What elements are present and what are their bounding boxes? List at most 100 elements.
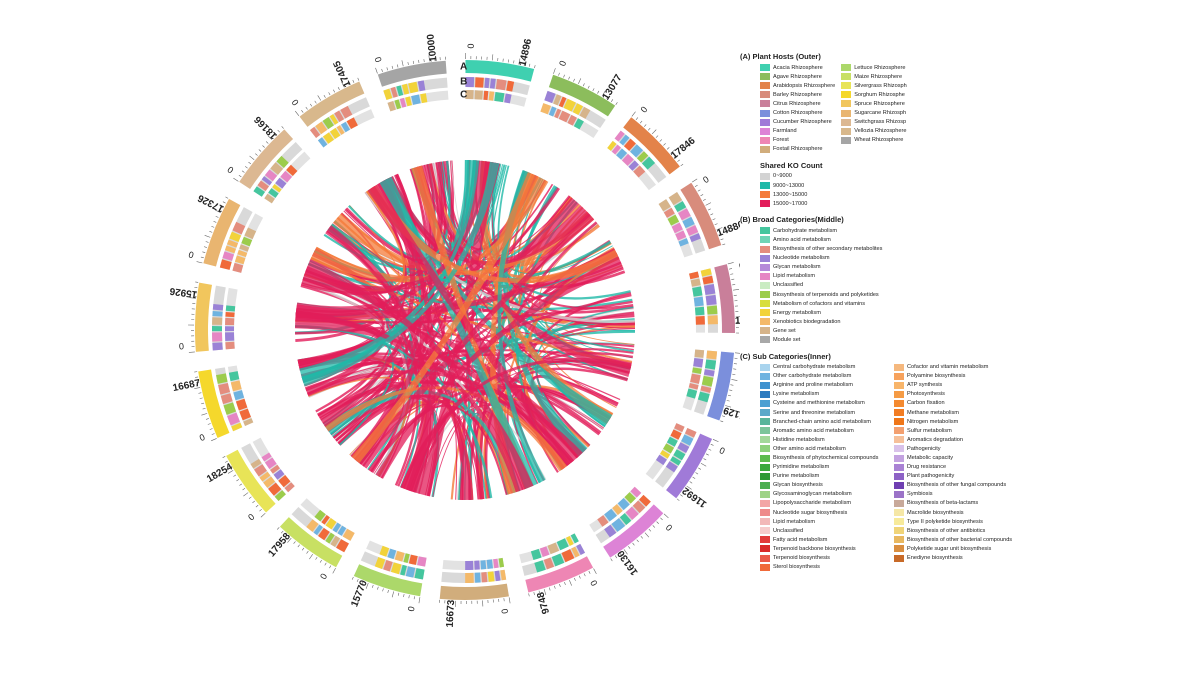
legend-item: Central carbohydrate metabolism: [760, 363, 888, 372]
host-arc: [198, 369, 230, 439]
scale-tick: [705, 453, 709, 456]
sub-block: [616, 148, 628, 160]
sub-block: [480, 560, 487, 570]
legend-item: Carbon fixation: [894, 399, 1012, 408]
broad-block: [325, 532, 335, 544]
scale-tick: [694, 184, 698, 187]
broad-block: [678, 208, 691, 221]
broad-block: [250, 458, 262, 469]
scale-tick: [623, 549, 628, 555]
host-total-label: 9748: [535, 590, 552, 615]
scale-tick: [215, 216, 219, 218]
broad-block: [268, 482, 282, 496]
scale-tick: [615, 102, 618, 105]
legend-swatch: [841, 136, 852, 144]
legend-item: Biosynthesis of other bacterial compound…: [894, 535, 1012, 544]
ring-letter-label: A: [460, 62, 467, 73]
legend-label: Lettuce Rhizosphere: [854, 64, 906, 71]
broad-block: [465, 572, 474, 583]
scale-tick: [648, 528, 652, 532]
scale-tick: [730, 273, 734, 275]
legend-swatch: [894, 527, 904, 535]
sub-block: [394, 99, 402, 110]
sub-block: [540, 103, 551, 115]
sub-block: [633, 165, 646, 178]
scale-tick: [559, 583, 561, 587]
legend-label: Cucumber Rhizosphere: [773, 119, 832, 126]
sub-block: [667, 214, 680, 226]
broad-block: [544, 90, 556, 104]
legend-item: Polyketide sugar unit biosynthesis: [894, 544, 1012, 553]
host-total-label: 16130: [615, 548, 640, 577]
sub-block: [567, 114, 577, 126]
legend-label: Carbohydrate metabolism: [773, 227, 838, 234]
scale-tick: [357, 77, 360, 81]
scale-tick: [528, 593, 530, 597]
legend-label: Module set: [773, 336, 801, 343]
broad-block: [665, 461, 678, 473]
legend-item: Xenobiotics biodegradation: [760, 317, 1030, 326]
legend-item: Energy metabolism: [760, 308, 1030, 317]
legend-label: Pyrimidine metabolism: [773, 464, 830, 471]
legend-label: Wheat Rhizosphere: [854, 137, 904, 144]
host-arc: [465, 60, 535, 82]
chord-diagram: 0 14896 0 13077 0 17846 0 14880 0 18975 0 11129 0 116…: [169, 33, 740, 628]
sub-block: [486, 559, 494, 569]
legend-item: Biosynthesis of phytochemical compounds: [760, 453, 888, 462]
sub-block: [225, 332, 235, 341]
broad-block: [390, 562, 402, 575]
axis-zero-label: 0: [639, 104, 650, 114]
scale-tick: [333, 89, 336, 93]
legend-title: Shared KO Count: [760, 160, 823, 170]
sub-block: [693, 296, 704, 307]
broad-block: [218, 382, 231, 395]
sub-block: [317, 137, 328, 148]
legend-label: Fatty acid metabolism: [773, 536, 828, 543]
scale-tick: [341, 81, 345, 88]
scale-tick: [731, 379, 738, 381]
sub-block: [671, 222, 683, 234]
legend-label: Lipid metabolism: [773, 518, 815, 525]
broad-block: [707, 315, 718, 325]
scale-tick: [651, 129, 657, 135]
broad-block: [224, 245, 236, 254]
sub-block: [340, 121, 351, 133]
scale-tick: [708, 448, 712, 451]
scale-tick: [293, 541, 296, 544]
broad-block: [263, 476, 276, 488]
legend-swatch: [760, 327, 770, 335]
scale-tick: [205, 418, 209, 420]
legend-swatch: [760, 245, 770, 253]
broad-block: [270, 162, 284, 175]
axis-zero-label: 0: [226, 164, 236, 175]
scale-tick: [721, 415, 726, 417]
scale-tick: [397, 592, 400, 596]
host-total-label: 16673: [445, 599, 457, 628]
broad-block: [274, 490, 286, 502]
sub-block: [663, 443, 675, 454]
legend-swatch: [760, 463, 770, 471]
scale-tick: [236, 479, 240, 482]
sub-block: [420, 93, 428, 104]
legend-swatch: [894, 399, 904, 407]
broad-block: [336, 539, 349, 553]
inner-gap: [465, 104, 523, 161]
host-total-label: 11129: [722, 404, 740, 422]
host-arc: [299, 81, 365, 127]
broad-block: [625, 506, 639, 520]
legend-label: Nucleotide metabolism: [773, 255, 830, 262]
host-total-label: 17958: [266, 531, 293, 560]
legend-item: Gene set: [760, 326, 1030, 335]
scale-tick: [631, 111, 636, 117]
host-total-label: 15770: [349, 578, 370, 608]
legend-item: Type II polyketide biosynthesis: [894, 517, 1012, 526]
broad-block: [212, 326, 223, 332]
legend-label: Biosynthesis of terpenoids and polyketid…: [773, 291, 879, 298]
chord-bundle: [295, 310, 524, 493]
sub-block: [241, 236, 253, 247]
broad-block: [400, 564, 407, 576]
scale-tick: [352, 79, 355, 83]
legend-item: Pyrimidine metabolism: [760, 463, 888, 472]
legend-swatch: [760, 254, 770, 262]
scale-tick: [309, 103, 313, 107]
